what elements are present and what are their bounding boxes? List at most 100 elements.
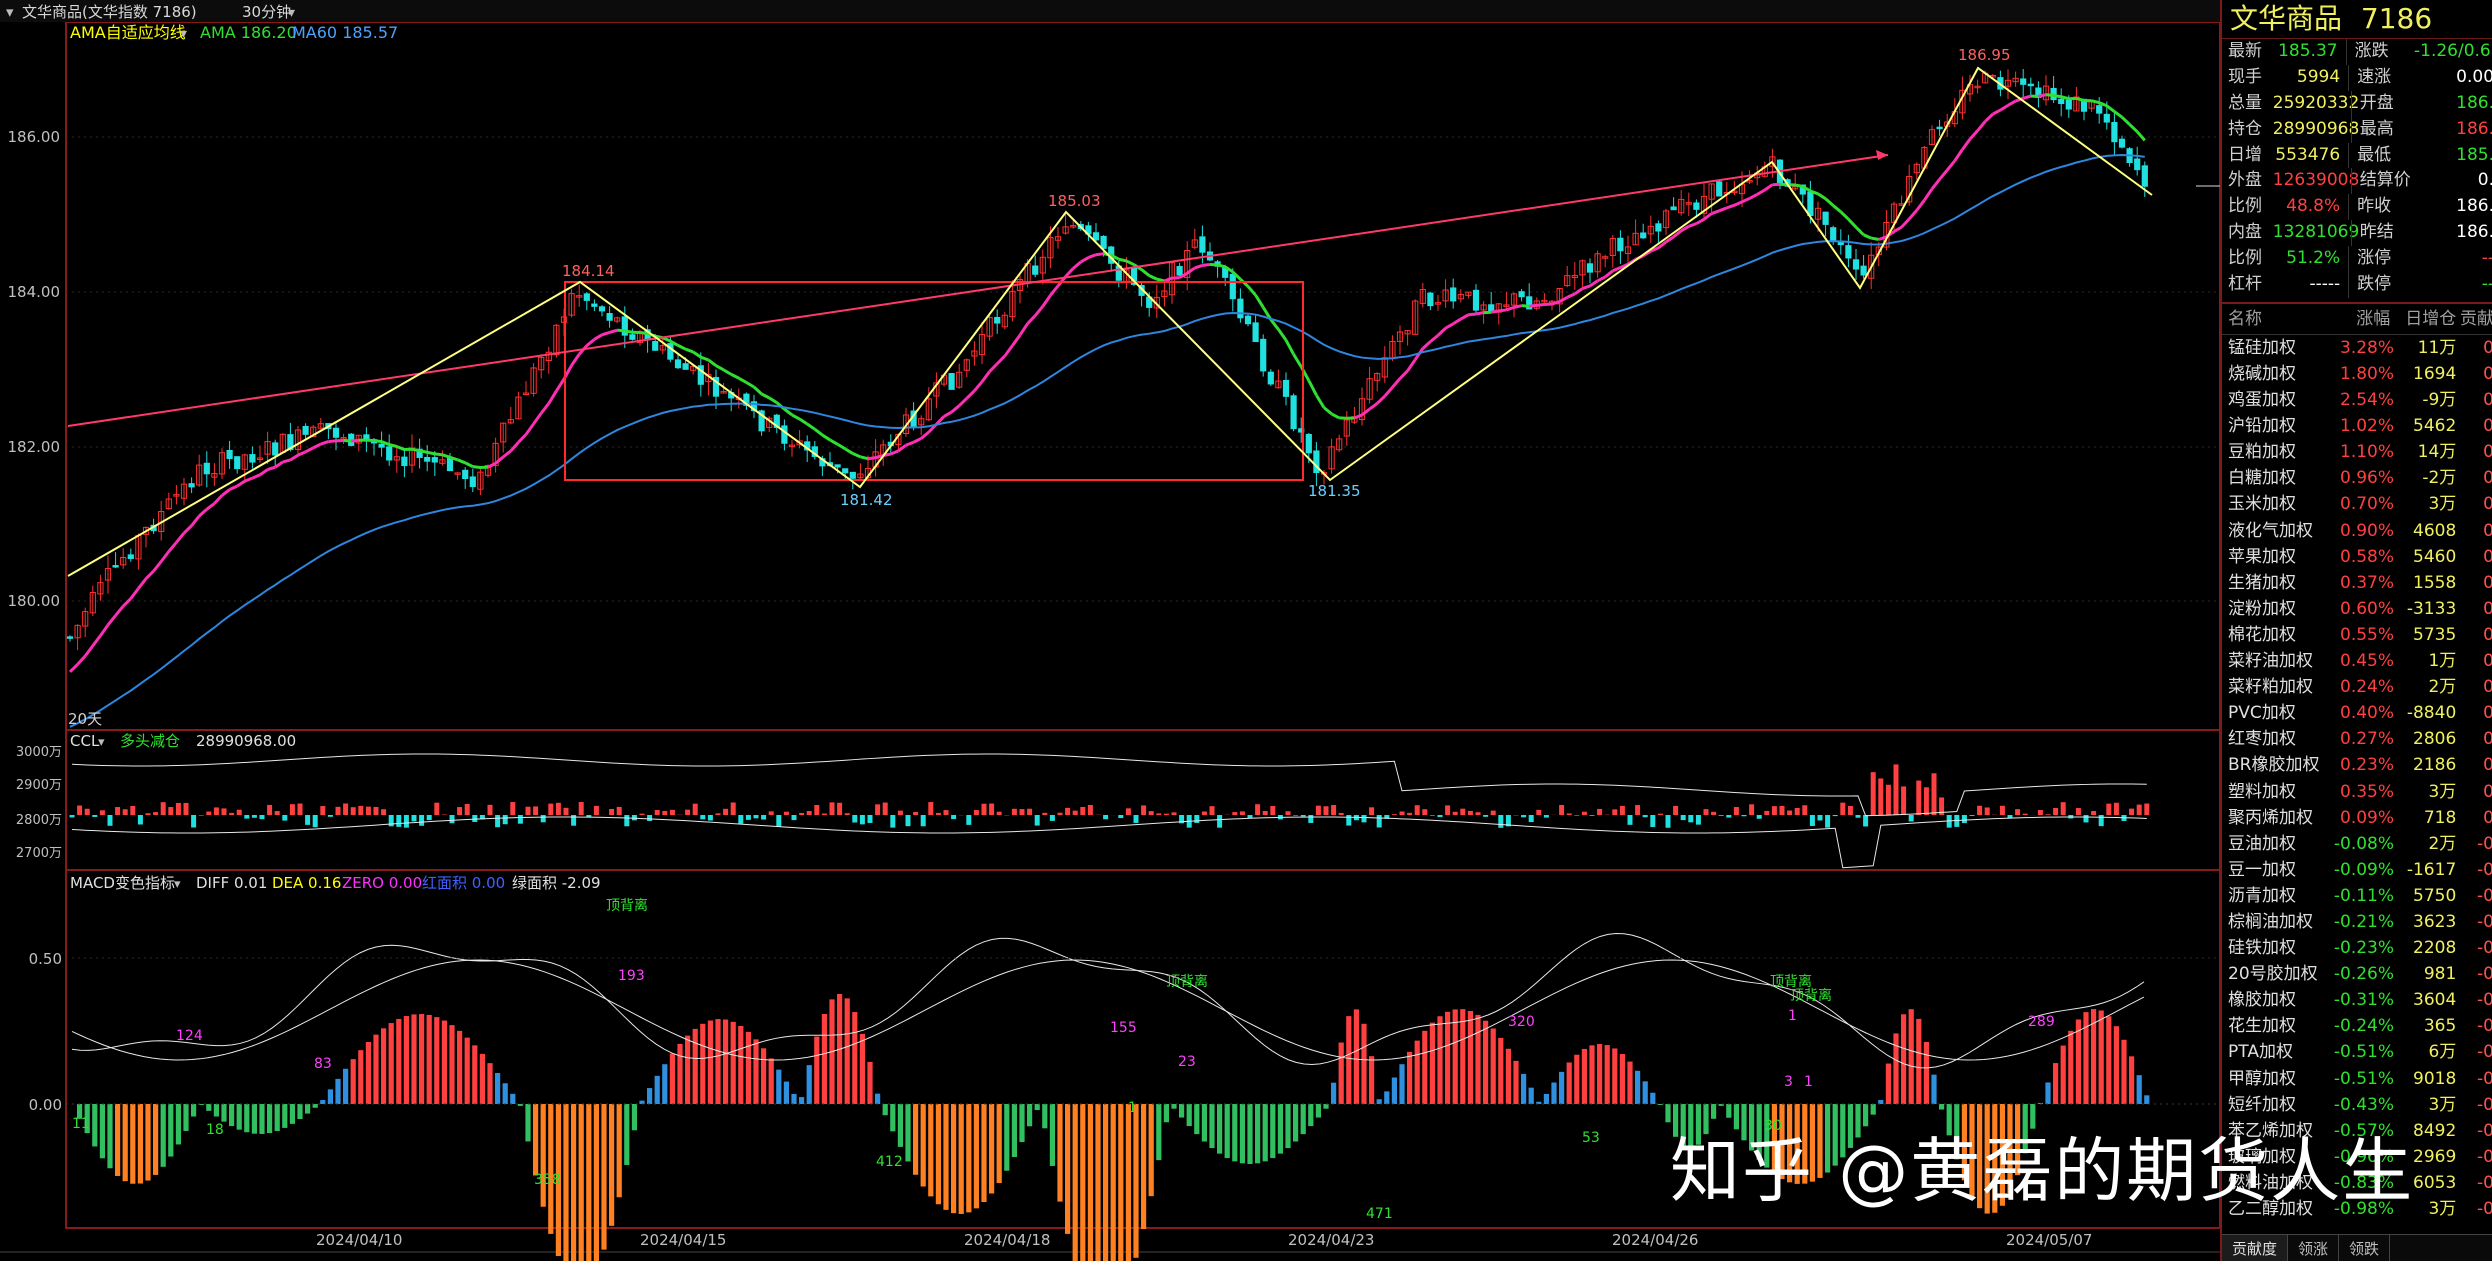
trend-line[interactable] xyxy=(67,154,1889,427)
candle-body xyxy=(241,454,248,470)
main-indicator-name[interactable]: AMA自适应均线 xyxy=(70,23,186,42)
sector-row[interactable]: 鸡蛋加权 2.54% -9万0 xyxy=(2222,387,2492,413)
sector-row[interactable]: BR橡胶加权 0.23% 21860 xyxy=(2222,752,2492,778)
header-name[interactable]: 名称 xyxy=(2228,308,2262,329)
window-title-arrow[interactable]: ▾ xyxy=(6,3,14,21)
y-tick-180: 180.00 xyxy=(8,592,61,610)
ccl-bar xyxy=(1460,808,1466,815)
sector-row[interactable]: 红枣加权 0.27% 28060 xyxy=(2222,726,2492,752)
chart-area[interactable]: ▾ 文华商品(文华指数 7186) 30分钟 ▾ AMA自适应均线 ▾ AMA … xyxy=(0,0,2220,1261)
sector-row[interactable]: PTA加权 -0.51% 6万 -0 xyxy=(2222,1039,2492,1065)
sector-row[interactable]: 玻璃加权 -0.96% 2969 -0 xyxy=(2222,1144,2492,1170)
sector-row[interactable]: 塑料加权 0.35% 3万0 xyxy=(2222,779,2492,805)
ccl-bar xyxy=(1323,806,1329,815)
sector-row[interactable]: 甲醇加权 -0.51% 9018 -0 xyxy=(2222,1066,2492,1092)
consolidation-box[interactable] xyxy=(564,281,1304,481)
macd-label: 83 xyxy=(314,1056,332,1072)
macd-bar xyxy=(434,1017,440,1104)
sector-row[interactable]: 苯乙烯加权 -0.57% 8492 -0 xyxy=(2222,1118,2492,1144)
macd-indicator-name[interactable]: MACD变色指标 xyxy=(70,874,175,892)
sector-change: -0.98% xyxy=(2333,1199,2395,1219)
macd-bar xyxy=(343,1068,349,1104)
quote-value: 0.00 xyxy=(2456,66,2492,87)
ccl-bar xyxy=(69,815,75,818)
ama-line-segment xyxy=(1870,236,1880,241)
sector-row[interactable]: 玉米加权 0.70% 3万0 xyxy=(2222,491,2492,517)
sector-row[interactable]: 淀粉加权 0.60% -31330 xyxy=(2222,596,2492,622)
ccl-bar xyxy=(776,815,782,827)
ccl-bar xyxy=(2144,803,2150,815)
macd-dropdown-icon[interactable]: ▾ xyxy=(174,877,181,892)
candle-body xyxy=(1655,223,1662,232)
sector-row[interactable]: 苹果加权 0.58% 54600 xyxy=(2222,544,2492,570)
sector-row[interactable]: 生猪加权 0.37% 15580 xyxy=(2222,570,2492,596)
header-oi-change[interactable]: 日增仓 xyxy=(2405,308,2457,329)
tab-losers[interactable]: 领跌 xyxy=(2339,1235,2391,1261)
ama-line-segment xyxy=(1756,188,1766,196)
ccl-bar xyxy=(1232,812,1238,815)
sector-row[interactable]: 20号胶加权 -0.26% 981 -0 xyxy=(2222,961,2492,987)
tab-contribution[interactable]: 贡献度 xyxy=(2222,1235,2289,1261)
macd-bar xyxy=(153,1104,159,1175)
candle-body xyxy=(2027,83,2034,87)
sector-row[interactable]: 花生加权 -0.24% 365 -0 xyxy=(2222,1013,2492,1039)
macd-bar xyxy=(1566,1062,1572,1104)
sector-row[interactable]: 燃料油加权 -0.83% 6053 -0 xyxy=(2222,1170,2492,1196)
sector-row[interactable]: 豆一加权 -0.09% -1617 -0 xyxy=(2222,857,2492,883)
sector-row[interactable]: 豆油加权 -0.08% 2万 -0 xyxy=(2222,831,2492,857)
quote-row: 比例 48.8% 昨收 186. xyxy=(2222,194,2492,221)
period-selector[interactable]: 30分钟 xyxy=(242,3,291,21)
ccl-bar xyxy=(487,804,493,815)
watermark: 知乎 @黄磊的期货人生 xyxy=(1670,1130,2415,1212)
sector-row[interactable]: 棕榈油加权 -0.21% 3623 -0 xyxy=(2222,909,2492,935)
user-drawings[interactable] xyxy=(67,66,2153,577)
sector-row[interactable]: 橡胶加权 -0.31% 3604 -0 xyxy=(2222,987,2492,1013)
sector-row[interactable]: 短纤加权 -0.43% 3万 -0 xyxy=(2222,1092,2492,1118)
ama-line-segment xyxy=(1498,308,1507,313)
sector-row[interactable]: 豆粕加权 1.10% 14万0 xyxy=(2222,439,2492,465)
quote-label: 最高 xyxy=(2350,116,2420,143)
sector-row[interactable]: 乙二醇加权 -0.98% 3万 -0 xyxy=(2222,1196,2492,1222)
sector-row[interactable]: 菜籽粕加权 0.24% 2万0 xyxy=(2222,674,2492,700)
ccl-bar xyxy=(343,803,349,815)
ccl-dropdown-icon[interactable]: ▾ xyxy=(98,735,105,750)
macd-bar xyxy=(1771,1104,1777,1175)
header-change[interactable]: 涨幅 xyxy=(2356,308,2391,329)
sector-row[interactable]: 硅铁加权 -0.23% 2208 -0 xyxy=(2222,935,2492,961)
macd-label: 1 xyxy=(1128,1100,1137,1116)
macd-bar xyxy=(875,1093,881,1104)
ama-line-segment xyxy=(1186,266,1196,275)
period-dropdown-icon[interactable]: ▾ xyxy=(288,5,295,21)
macd-bar xyxy=(517,1104,523,1106)
sector-name: 苹果加权 xyxy=(2228,546,2296,567)
candle-body xyxy=(188,483,195,488)
wave-zigzag[interactable] xyxy=(67,66,2153,577)
sector-row[interactable]: 菜籽油加权 0.45% 1万0 xyxy=(2222,648,2492,674)
sector-change: 0.90% xyxy=(2340,520,2395,541)
ama-line-segment xyxy=(1893,225,1903,233)
macd-bar xyxy=(1027,1104,1033,1127)
sector-row[interactable]: 白糖加权 0.96% -2万0 xyxy=(2222,465,2492,491)
sector-row[interactable]: 液化气加权 0.90% 46080 xyxy=(2222,518,2492,544)
macd-bar xyxy=(745,1031,751,1104)
sector-row[interactable]: PVC加权 0.40% -88400 xyxy=(2222,700,2492,726)
sector-row[interactable]: 棉花加权 0.55% 57350 xyxy=(2222,622,2492,648)
sector-change: 3.28% xyxy=(2340,337,2395,358)
macd-bar xyxy=(1840,1104,1846,1158)
ccl-bar xyxy=(267,804,273,815)
tab-gainers[interactable]: 领涨 xyxy=(2288,1235,2340,1261)
sector-contribution: 0 xyxy=(2456,544,2492,570)
sector-name: 沥青加权 xyxy=(2228,885,2296,906)
sector-row[interactable]: 聚丙烯加权 0.09% 7180 xyxy=(2222,805,2492,831)
macd-bar xyxy=(1574,1054,1580,1104)
ccl-indicator-name[interactable]: CCL xyxy=(70,732,100,750)
sector-row[interactable]: 锰硅加权 3.28% 11万0 xyxy=(2222,335,2492,361)
sector-row[interactable]: 烧碱加权 1.80% 16940 xyxy=(2222,361,2492,387)
quote-value: -- xyxy=(2481,274,2492,295)
ama-line-segment xyxy=(2098,101,2108,108)
sector-row[interactable]: 沪铅加权 1.02% 54620 xyxy=(2222,413,2492,439)
sector-row[interactable]: 沥青加权 -0.11% 5750 -0 xyxy=(2222,883,2492,909)
indicator-dropdown-icon[interactable]: ▾ xyxy=(180,26,187,42)
header-contribution[interactable]: 贡献 xyxy=(2460,308,2492,329)
quote-panel: 文华商品 7186 最新 185.37 涨跌-1.26/0.68 现手 5994 速涨 0.… xyxy=(2220,0,2492,1261)
